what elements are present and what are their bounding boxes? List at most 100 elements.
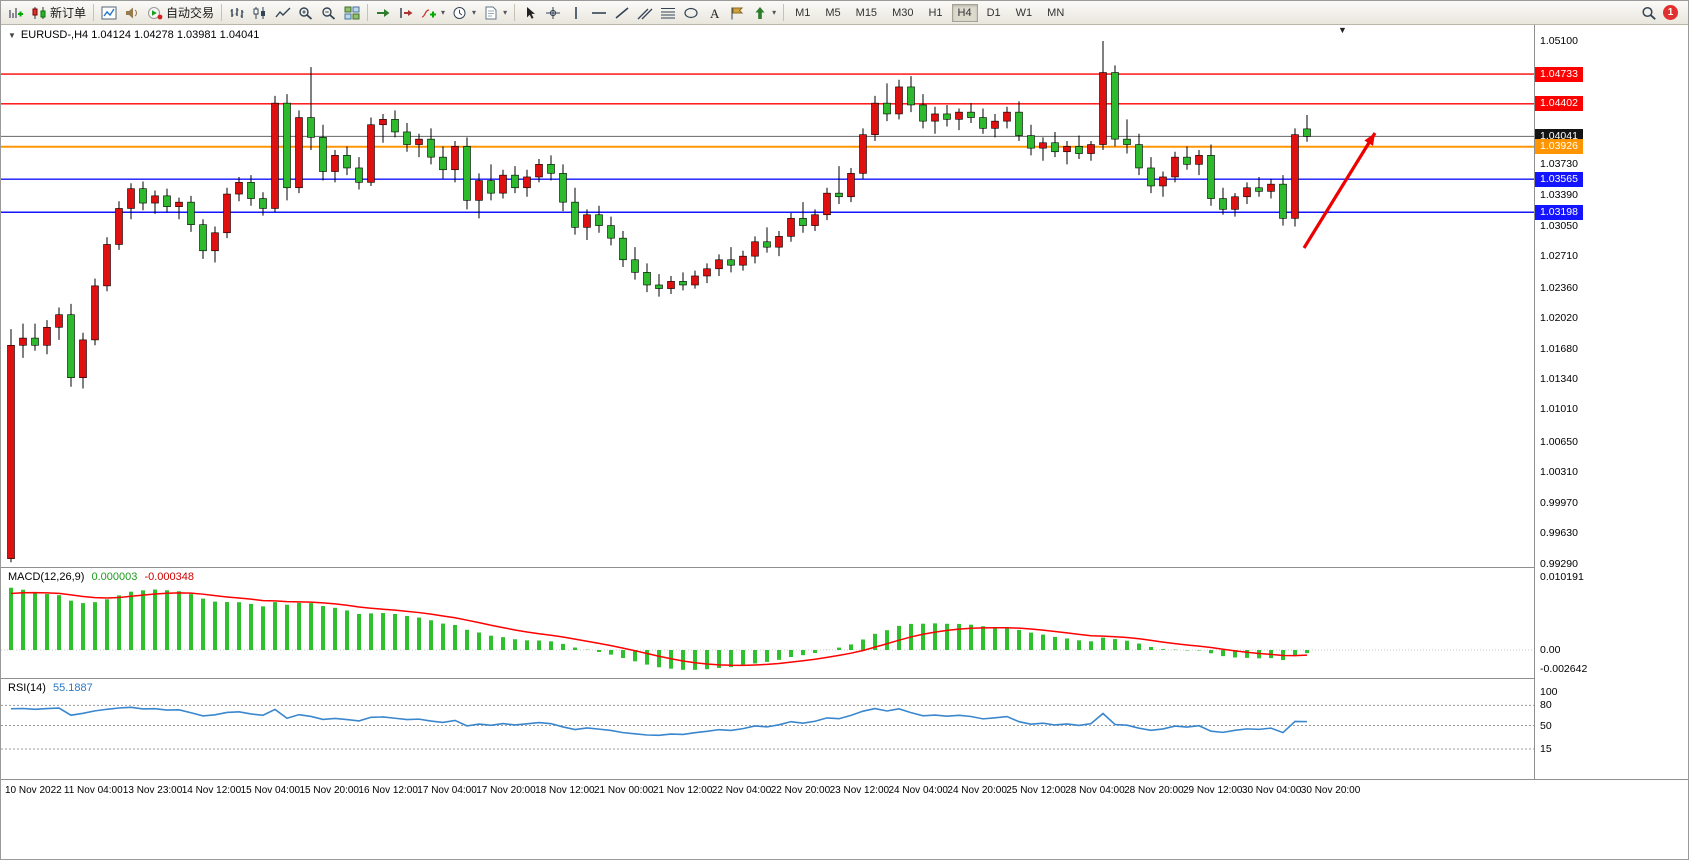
axis-label: 0.010191: [1540, 571, 1584, 583]
price-scale[interactable]: 1.05100 1.03730 1.03390 1.03050 1.02710 1.023…: [1535, 25, 1688, 779]
timeframe-w1-button[interactable]: W1: [1015, 6, 1033, 19]
fibonacci-icon: [661, 7, 676, 18]
alerts-button[interactable]: [121, 2, 143, 24]
timeframe-m30-button[interactable]: M30: [892, 6, 914, 19]
zoom-in-icon: [299, 6, 313, 20]
time-label: 11 Nov 04:00: [63, 785, 123, 796]
time-label: 30 Nov 04:00: [1241, 785, 1302, 796]
zoom-out-button[interactable]: [318, 2, 340, 24]
chart-symbol-label: ▼ EURUSD-,H4 1.04124 1.04278 1.03981 1.0…: [8, 29, 259, 41]
axis-label: 1.02020: [1540, 312, 1578, 325]
horizontal-line-button[interactable]: [588, 2, 610, 24]
svg-text:A: A: [710, 6, 720, 20]
channel-button[interactable]: [634, 2, 656, 24]
axis-label: 1.03050: [1540, 219, 1578, 232]
time-label: 17 Nov 04:00: [417, 785, 477, 796]
auto-scroll-icon: [377, 8, 390, 17]
template-button[interactable]: ▾: [480, 2, 510, 24]
toolbar-separator: [367, 4, 369, 21]
notification-badge[interactable]: 1: [1663, 5, 1678, 20]
macd-indicator[interactable]: [1, 568, 1534, 678]
clock-button[interactable]: ▾: [449, 2, 479, 24]
shapes-icon: [684, 7, 698, 18]
search-button[interactable]: [1638, 2, 1660, 24]
timeframe-m15-button[interactable]: M15: [855, 6, 878, 19]
new-order-button[interactable]: 新订单: [28, 2, 89, 24]
time-label: 13 Nov 23:00: [122, 785, 183, 796]
indicators-button[interactable]: ▾: [418, 2, 448, 24]
clock-dropdown-icon[interactable]: ▾: [472, 8, 477, 17]
tile-windows-icon: [344, 6, 360, 19]
horizontal-line-icon: [592, 11, 607, 14]
auto-trading-button[interactable]: 自动交易: [144, 2, 217, 24]
channel-icon: [637, 8, 653, 19]
cursor-button[interactable]: [519, 2, 541, 24]
panel-separator[interactable]: [1, 567, 1688, 568]
axis-label: 0.99290: [1540, 558, 1578, 571]
price-badge: 1.03565: [1535, 171, 1583, 187]
new-order-icon: [32, 6, 46, 19]
time-label: 28 Nov 04:00: [1065, 785, 1125, 796]
axis-label: 0.99630: [1540, 527, 1578, 540]
timeframe-mn-button[interactable]: MN: [1047, 6, 1065, 19]
shapes-button[interactable]: [680, 2, 702, 24]
template-icon: [485, 6, 497, 19]
macd-name: MACD(12,26,9): [8, 571, 85, 583]
price-scale-separator[interactable]: [1534, 25, 1535, 779]
trendline-button[interactable]: [611, 2, 633, 24]
time-label: 24 Nov 20:00: [947, 785, 1007, 796]
template-dropdown-icon[interactable]: ▾: [503, 8, 508, 17]
axis-label: 1.00310: [1540, 466, 1578, 479]
price-chart[interactable]: [1, 25, 1534, 567]
zoom-in-button[interactable]: [295, 2, 317, 24]
panel-separator[interactable]: [1, 678, 1688, 679]
tile-windows-button[interactable]: [341, 2, 363, 24]
chart-shift-button[interactable]: [395, 2, 417, 24]
axis-label: -0.002642: [1540, 662, 1588, 675]
time-axis[interactable]: 10 Nov 2022 11 Nov 04:00 13 Nov 23:00 14 No…: [1, 779, 1688, 804]
timeframe-m1-button[interactable]: M1: [795, 6, 811, 19]
rsi-indicator[interactable]: [1, 679, 1534, 778]
arrows-button[interactable]: ▾: [749, 2, 779, 24]
chart-shift-marker[interactable]: ▼: [1338, 25, 1347, 35]
vertical-line-button[interactable]: [565, 2, 587, 24]
auto-scroll-button[interactable]: [372, 2, 394, 24]
time-label: 14 Nov 12:00: [181, 785, 242, 796]
timeframe-d1-button[interactable]: D1: [986, 6, 1001, 19]
timeframe-m5-button[interactable]: M5: [825, 6, 841, 19]
arrows-dropdown-icon[interactable]: ▾: [772, 8, 777, 17]
crosshair-button[interactable]: [542, 2, 564, 24]
line-chart-icon: [275, 7, 291, 17]
axis-label: 1.02710: [1540, 250, 1578, 263]
candles-series[interactable]: [7, 41, 1311, 563]
bars-chart-button[interactable]: [226, 2, 248, 24]
axis-label: 1.00650: [1540, 435, 1578, 448]
new-chart-button[interactable]: [5, 2, 27, 24]
line-chart-button[interactable]: [272, 2, 294, 24]
macd-signal-value: -0.000348: [144, 571, 194, 583]
price-badge: 1.03198: [1535, 204, 1583, 220]
rsi-value: 55.1887: [52, 682, 93, 694]
annotation-arrow[interactable]: [1302, 132, 1377, 249]
price-badge: 1.03926: [1535, 139, 1583, 155]
toolbar-separator: [514, 4, 516, 21]
time-label: 18 Nov 12:00: [535, 785, 595, 796]
symbol-dropdown-icon[interactable]: ▼: [8, 30, 16, 40]
timeframe-h1-button[interactable]: H1: [928, 6, 943, 19]
text-button[interactable]: A: [703, 2, 725, 24]
time-label: 30 Nov 20:00: [1300, 785, 1361, 796]
axis-label: 50: [1540, 719, 1552, 732]
text-label-button[interactable]: [726, 2, 748, 24]
vertical-line-icon: [575, 6, 577, 19]
fibonacci-button[interactable]: [657, 2, 679, 24]
search-icon: [1642, 6, 1656, 20]
axis-label: 100: [1540, 686, 1558, 698]
timeframe-h4-button[interactable]: H4: [951, 3, 978, 22]
macd-main-value: 0.000003: [91, 571, 138, 583]
axis-label: 1.03730: [1540, 158, 1578, 171]
time-label: 22 Nov 04:00: [711, 785, 772, 796]
candles-chart-button[interactable]: [249, 2, 271, 24]
axis-label: 1.02360: [1540, 281, 1578, 294]
charts-button[interactable]: [98, 2, 120, 24]
indicators-dropdown-icon[interactable]: ▾: [441, 8, 446, 17]
